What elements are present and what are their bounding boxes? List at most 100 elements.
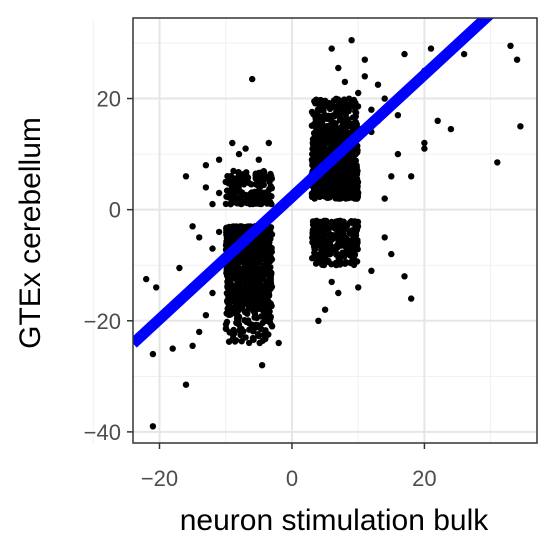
data-point (253, 307, 259, 313)
data-point (323, 249, 329, 255)
data-point (229, 224, 235, 230)
data-point (312, 246, 318, 252)
data-point (229, 140, 235, 146)
data-point (245, 264, 251, 270)
data-point (338, 242, 344, 248)
data-point (183, 173, 189, 179)
data-point (388, 173, 394, 179)
data-point (150, 423, 156, 429)
data-point (189, 223, 195, 229)
data-point (256, 185, 262, 191)
data-point (209, 245, 215, 251)
data-point (261, 294, 267, 300)
data-point (331, 113, 337, 119)
data-point (329, 45, 335, 51)
data-point (224, 187, 230, 193)
data-point (514, 57, 520, 63)
data-point (382, 95, 388, 101)
data-point (345, 189, 351, 195)
x-tick-label: −20 (141, 466, 178, 491)
data-point (238, 297, 244, 303)
data-point (269, 323, 275, 329)
data-point (355, 246, 361, 252)
data-point (329, 236, 335, 242)
data-point (196, 234, 202, 240)
data-point (315, 106, 321, 112)
data-point (309, 109, 315, 115)
data-point (268, 280, 274, 286)
data-point (254, 272, 260, 278)
data-point (228, 267, 234, 273)
data-point (507, 43, 513, 49)
data-point (342, 79, 348, 85)
data-point (395, 112, 401, 118)
data-point (227, 201, 233, 207)
data-point (276, 340, 282, 346)
data-point (342, 236, 348, 242)
data-point (382, 234, 388, 240)
data-point (254, 176, 260, 182)
data-point (329, 127, 335, 133)
data-point (329, 245, 335, 251)
data-point (355, 90, 361, 96)
data-point (338, 259, 344, 265)
data-point (347, 157, 353, 163)
data-point (203, 184, 209, 190)
data-point (266, 186, 272, 192)
data-point (309, 123, 315, 129)
data-point (494, 159, 500, 165)
data-point (354, 237, 360, 243)
data-point (346, 177, 352, 183)
data-point (345, 168, 351, 174)
data-point (343, 183, 349, 189)
data-point (244, 311, 250, 317)
data-point (348, 37, 354, 43)
data-point (248, 296, 254, 302)
data-point (176, 265, 182, 271)
data-point (351, 218, 357, 224)
data-point (268, 245, 274, 251)
data-point (225, 301, 231, 307)
data-point (362, 57, 368, 63)
data-point (266, 308, 272, 314)
data-point (311, 148, 317, 154)
x-tick-label: 0 (286, 466, 298, 491)
data-point (256, 236, 262, 242)
data-point (342, 107, 348, 113)
data-point (388, 251, 394, 257)
data-point (408, 295, 414, 301)
data-point (461, 51, 467, 57)
data-point (242, 145, 248, 151)
data-point (332, 138, 338, 144)
data-point (243, 169, 249, 175)
data-point (327, 186, 333, 192)
data-point (226, 309, 232, 315)
data-point (345, 116, 351, 122)
data-point (254, 256, 260, 262)
data-point (237, 326, 243, 332)
data-point (401, 51, 407, 57)
data-point (216, 157, 222, 163)
data-point (375, 82, 381, 88)
data-point (421, 140, 427, 146)
data-point (435, 118, 441, 124)
data-point (262, 327, 268, 333)
data-point (339, 250, 345, 256)
data-point (240, 191, 246, 197)
data-point (310, 221, 316, 227)
data-point (264, 259, 270, 265)
data-point (203, 162, 209, 168)
data-point (259, 362, 265, 368)
data-point (321, 143, 327, 149)
data-point (309, 157, 315, 163)
data-point (315, 124, 321, 130)
data-point (246, 253, 252, 259)
data-point (354, 179, 360, 185)
data-point (246, 340, 252, 346)
data-point (232, 338, 238, 344)
data-point (246, 180, 252, 186)
data-point (236, 283, 242, 289)
data-point (143, 276, 149, 282)
data-point (253, 171, 259, 177)
data-point (170, 345, 176, 351)
